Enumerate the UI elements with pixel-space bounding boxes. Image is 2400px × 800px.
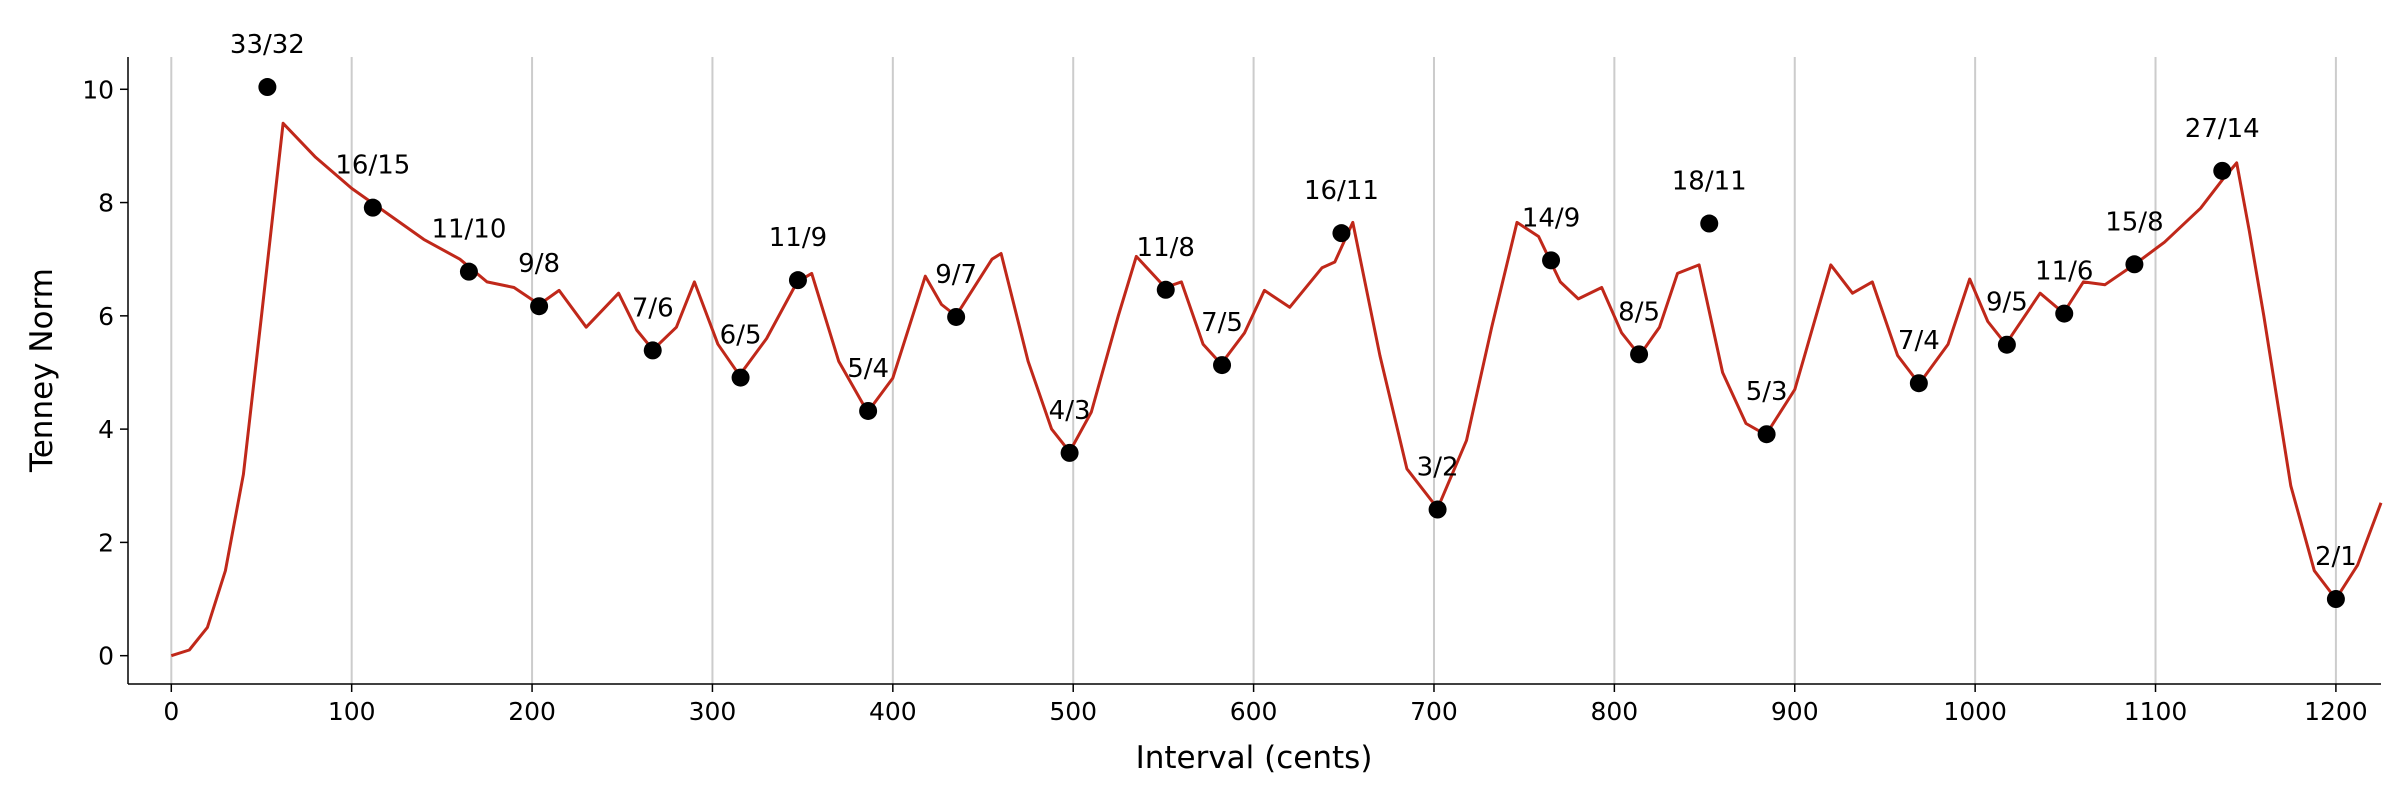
axes: 0 100 200 300 400 500 600 700 800 900 1000 1100 1200… (82, 57, 2381, 726)
point-label: 5/4 (847, 354, 889, 384)
y-tick-label: 8 (98, 189, 114, 218)
marks: 33/32 16/15 11/10 9/8 7/6 6/5 11/9 5/4 9/7 4/3 11/… (170, 30, 2383, 658)
point-label: 27/14 (2185, 114, 2260, 144)
y-tick-label: 0 (98, 642, 114, 671)
x-tick-label: 0 (163, 697, 179, 726)
point-label: 4/3 (1049, 396, 1091, 426)
x-axis-label: Interval (cents) (1136, 740, 1373, 776)
y-tick-label: 4 (98, 415, 114, 444)
point-label: 9/8 (518, 249, 560, 279)
point (2213, 161, 2232, 180)
y-tick-label: 6 (98, 302, 114, 331)
point (731, 368, 750, 387)
point (1997, 335, 2016, 354)
x-tick-label: 1000 (1943, 697, 2007, 726)
point (1542, 251, 1561, 270)
point (788, 271, 807, 290)
point (1060, 443, 1079, 462)
point-label: 8/5 (1618, 297, 1660, 327)
x-tick-label: 100 (328, 697, 376, 726)
point-label: 6/5 (720, 321, 762, 351)
point (459, 262, 478, 281)
point (530, 297, 549, 316)
x-tick-label: 1100 (2124, 697, 2188, 726)
point-label: 11/8 (1137, 233, 1195, 263)
point-label: 18/11 (1672, 167, 1747, 197)
point (1909, 374, 1928, 393)
point (1757, 425, 1776, 444)
curve (170, 121, 2383, 658)
point (859, 401, 878, 420)
x-tick-label: 200 (508, 697, 556, 726)
x-tick-label: 400 (869, 697, 917, 726)
point-label: 14/9 (1522, 203, 1580, 233)
x-tick-label: 300 (689, 697, 737, 726)
point-label: 33/32 (230, 30, 305, 60)
x-tick-label: 700 (1410, 697, 1458, 726)
point-label: 16/11 (1304, 176, 1379, 206)
point (1213, 356, 1232, 375)
point-label: 3/2 (1417, 453, 1459, 483)
point-label: 2/1 (2315, 542, 2357, 572)
point-label: 15/8 (2105, 207, 2163, 237)
point (363, 198, 382, 217)
point (2055, 304, 2074, 323)
y-tick-label: 10 (82, 75, 114, 104)
point (1332, 224, 1351, 243)
point (1156, 280, 1175, 299)
point-label: 7/6 (632, 293, 674, 323)
x-tick-label: 1200 (2304, 697, 2368, 726)
point (258, 78, 277, 97)
x-tick-label: 800 (1591, 697, 1639, 726)
point (643, 341, 662, 360)
point (947, 307, 966, 326)
x-tick-label: 900 (1771, 697, 1819, 726)
y-axis-label: Tenney Norm (24, 268, 60, 473)
grid (170, 57, 2337, 684)
point-label: 9/5 (1986, 288, 2028, 318)
point-label: 7/5 (1201, 308, 1243, 338)
point-label: 7/4 (1898, 326, 1940, 356)
point-label: 11/10 (431, 215, 506, 245)
point-label: 11/9 (769, 223, 827, 253)
point-label: 9/7 (935, 260, 977, 290)
point (1700, 214, 1719, 233)
point-label: 11/6 (2035, 257, 2093, 287)
point (2326, 590, 2345, 609)
point (1630, 345, 1649, 364)
x-tick-label: 500 (1049, 697, 1097, 726)
point-label: 16/15 (335, 151, 410, 181)
point (1428, 500, 1447, 519)
point (2125, 255, 2144, 274)
point-label: 5/3 (1746, 377, 1788, 407)
x-tick-label: 600 (1230, 697, 1278, 726)
y-tick-label: 2 (98, 528, 114, 557)
